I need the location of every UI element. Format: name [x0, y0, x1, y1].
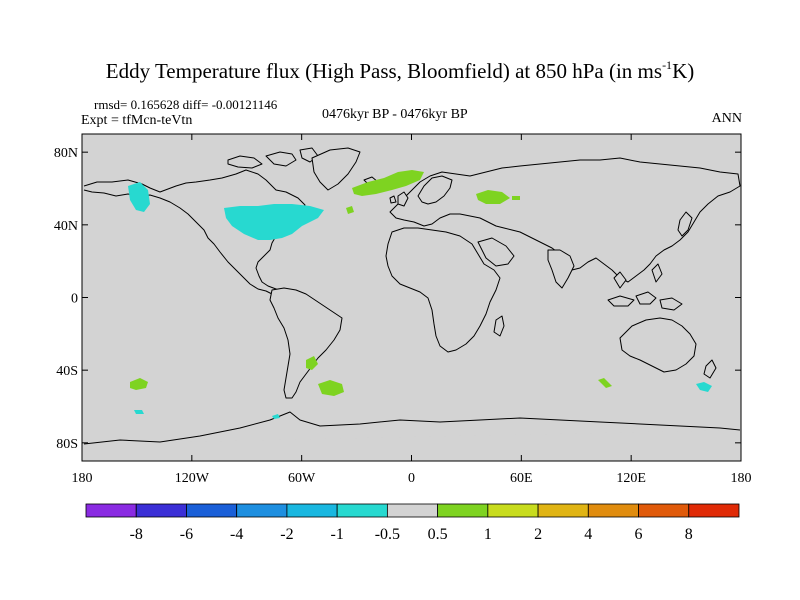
- anomaly-patches: [128, 170, 712, 419]
- colorbar-label: -8: [130, 526, 143, 543]
- axis-ticks: [81, 134, 742, 461]
- colorbar-swatch: [236, 503, 288, 518]
- colorbar-label: 0.5: [428, 526, 448, 543]
- colorbar-labels: -8 -6 -4 -2 -1 -0.5 0.5 1 2 4 6 8: [130, 526, 693, 543]
- colorbar-swatch: [537, 503, 589, 518]
- coastline-eurasia: [389, 157, 741, 283]
- coastline-south-america: [269, 287, 343, 399]
- colorbar-label: 1: [484, 526, 492, 543]
- colorbar-label: -4: [230, 526, 243, 543]
- colorbar-label: -6: [180, 526, 193, 543]
- colorbar-swatch: [437, 503, 489, 518]
- coastline-north-america: [83, 169, 306, 299]
- lat-tick-label: 40N: [54, 219, 78, 234]
- lon-tick-label: 60W: [288, 471, 316, 486]
- coastline-australia: [619, 317, 697, 373]
- colorbar-swatch: [688, 503, 740, 518]
- colorbar-swatch: [386, 503, 439, 518]
- colorbar-swatch: [587, 503, 639, 518]
- colorbar-swatch: [85, 503, 137, 518]
- coastline-greenland: [311, 147, 361, 191]
- lon-tick-label: 120E: [616, 471, 646, 486]
- colorbar: [85, 503, 740, 518]
- coastlines: [83, 147, 741, 445]
- colorbar-label: -2: [280, 526, 293, 543]
- colorbar-label: 4: [584, 526, 592, 543]
- colorbar-swatch: [336, 503, 388, 518]
- axis-tick-labels: 80N 40N 0 40S 80S 180 120W 60W 0 60E 120E 180: [54, 146, 752, 486]
- coastline-africa: [385, 227, 501, 353]
- lat-tick-label: 0: [71, 292, 78, 307]
- colorbar-swatch: [286, 503, 338, 518]
- coastline-antarctica: [83, 411, 741, 445]
- coastline-india: [547, 249, 575, 289]
- experiment-label: Expt = tfMcn-teVtn: [81, 113, 193, 128]
- colorbar-swatch: [135, 503, 187, 518]
- patch-positive-eurasia: [476, 190, 510, 204]
- coastline-scandinavia: [417, 175, 453, 205]
- colorbar-swatch: [487, 503, 539, 518]
- colorbar-swatch: [186, 503, 238, 518]
- period-label: 0476kyr BP - 0476kyr BP: [322, 107, 468, 122]
- colorbar-label: 8: [685, 526, 693, 543]
- colorbar-label: 2: [534, 526, 542, 543]
- lat-tick-label: 40S: [56, 364, 78, 379]
- lat-tick-label: 80S: [56, 437, 78, 452]
- colorbar-label: -1: [330, 526, 343, 543]
- stats-label: rmsd= 0.165628 diff= -0.00121146: [94, 97, 278, 112]
- colorbar-swatch: [638, 503, 690, 518]
- plot-title: Eddy Temperature flux (High Pass, Bloomf…: [105, 58, 695, 83]
- lat-tick-label: 80N: [54, 146, 78, 161]
- patch-negative-pacific: [128, 182, 150, 212]
- lon-tick-label: 180: [72, 471, 93, 486]
- colorbar-label: 6: [635, 526, 643, 543]
- coastline-arctic-islands: [227, 155, 263, 169]
- lon-tick-label: 0: [408, 471, 415, 486]
- patch-negative-north-america: [224, 204, 324, 240]
- lon-tick-label: 60E: [510, 471, 533, 486]
- lon-tick-label: 180: [731, 471, 752, 486]
- colorbar-label: -0.5: [375, 526, 400, 543]
- patch-positive-north-atlantic: [352, 170, 424, 196]
- lon-tick-label: 120W: [175, 471, 210, 486]
- patch-positive-south-atlantic: [318, 380, 344, 396]
- season-label: ANN: [711, 111, 742, 126]
